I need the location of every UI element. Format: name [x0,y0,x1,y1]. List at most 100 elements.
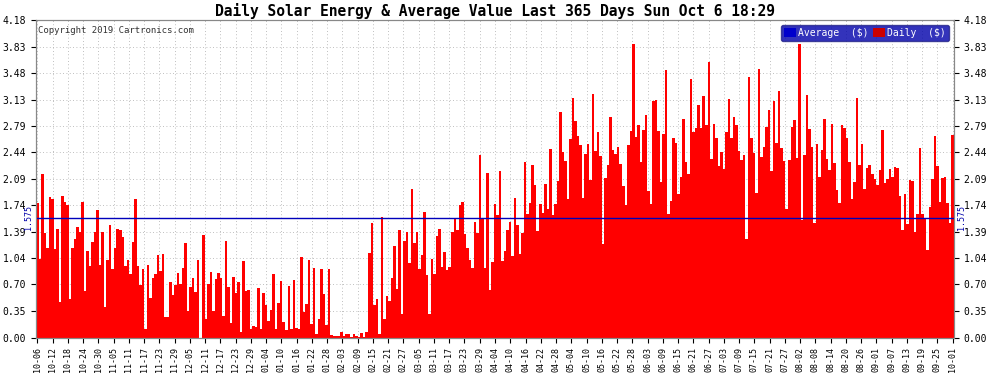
Bar [610,117,612,338]
Bar [708,62,710,338]
Bar [403,242,406,338]
Bar [752,153,755,338]
Bar [919,148,922,338]
Bar [788,160,791,338]
Bar [863,189,866,338]
Text: Copyright 2019 Cartronics.com: Copyright 2019 Cartronics.com [38,26,194,35]
Bar [741,160,742,338]
Bar [456,230,458,338]
Bar [597,132,599,338]
Bar [843,128,845,338]
Bar [917,214,919,338]
Bar [99,265,101,338]
Bar [514,198,517,338]
Bar [132,242,134,338]
Bar [76,227,79,338]
Bar [876,185,878,338]
Bar [524,162,527,338]
Bar [607,165,610,338]
Bar [755,193,757,338]
Bar [285,330,287,338]
Bar [532,165,534,338]
Bar [127,260,129,338]
Bar [504,251,506,338]
Bar [154,274,156,338]
Bar [798,44,801,338]
Bar [713,123,715,338]
Bar [765,127,768,338]
Bar [775,143,778,338]
Bar [71,248,73,338]
Bar [352,334,355,338]
Legend: Average  ($), Daily  ($): Average ($), Daily ($) [781,25,949,40]
Bar [845,138,848,338]
Bar [750,138,752,338]
Bar [149,298,151,338]
Bar [836,190,839,338]
Bar [700,128,703,338]
Bar [189,287,192,338]
Bar [51,199,53,338]
Bar [534,185,537,338]
Bar [818,177,821,338]
Bar [725,132,728,338]
Bar [446,270,448,338]
Bar [705,125,708,338]
Bar [233,277,235,338]
Bar [542,213,545,338]
Bar [612,150,615,338]
Bar [265,305,267,338]
Bar [554,204,556,338]
Bar [179,284,182,338]
Bar [659,182,662,338]
Bar [202,236,205,338]
Bar [602,244,605,338]
Bar [517,225,519,338]
Bar [780,148,783,338]
Bar [347,334,350,338]
Bar [463,234,466,338]
Bar [194,292,197,338]
Bar [341,332,343,338]
Bar [582,198,584,338]
Bar [282,322,285,338]
Bar [358,337,360,338]
Bar [466,248,468,338]
Bar [388,301,391,338]
Bar [791,127,793,338]
Bar [914,232,917,338]
Bar [486,173,489,338]
Bar [506,230,509,338]
Bar [577,136,579,338]
Bar [252,326,254,338]
Bar [259,329,262,338]
Bar [272,274,275,338]
Bar [112,269,114,338]
Bar [539,204,542,338]
Bar [210,272,212,338]
Bar [501,261,504,338]
Bar [630,131,632,338]
Bar [677,195,680,338]
Bar [119,230,122,338]
Bar [243,261,245,338]
Bar [431,259,434,338]
Bar [723,169,725,338]
Bar [556,181,559,338]
Bar [424,212,426,338]
Bar [770,171,773,338]
Bar [117,229,119,338]
Bar [184,243,187,338]
Bar [522,233,524,338]
Bar [527,214,529,338]
Bar [468,260,471,338]
Bar [529,203,532,338]
Bar [177,273,179,338]
Bar [831,124,834,338]
Bar [313,268,315,338]
Bar [587,144,589,338]
Bar [909,180,911,338]
Bar [222,316,225,338]
Bar [408,263,411,338]
Bar [142,269,145,338]
